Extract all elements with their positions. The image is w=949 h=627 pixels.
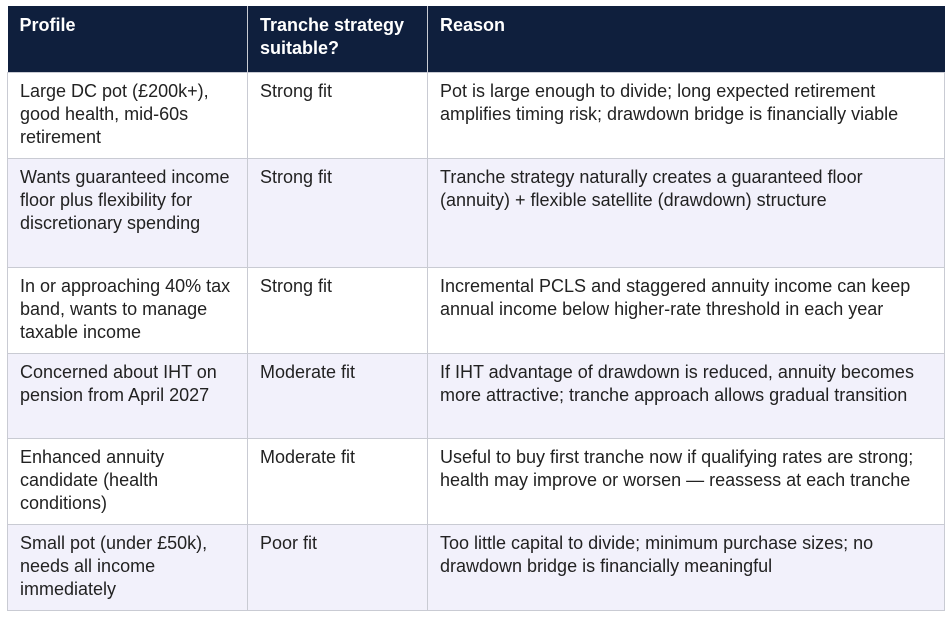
header-tranche-suitable: Tranche strategy suitable? xyxy=(247,6,428,72)
table-row: Enhanced annuity candidate (health condi… xyxy=(7,437,945,525)
header-reason: Reason xyxy=(427,6,945,72)
profile-cell: Large DC pot (£200k+), good health, mid-… xyxy=(7,71,248,159)
table-header-row: Profile Tranche strategy suitable? Reaso… xyxy=(7,6,945,72)
table-row: Small pot (under £50k), needs all income… xyxy=(7,523,945,611)
fit-cell: Moderate fit xyxy=(247,352,428,439)
tranche-suitability-table: Profile Tranche strategy suitable? Reaso… xyxy=(7,6,945,611)
suitability-table-container: Profile Tranche strategy suitable? Reaso… xyxy=(7,6,945,611)
fit-cell: Strong fit xyxy=(247,71,428,159)
header-profile: Profile xyxy=(7,6,248,72)
reason-cell: If IHT advantage of drawdown is reduced,… xyxy=(427,352,945,439)
reason-cell: Useful to buy first tranche now if quali… xyxy=(427,437,945,525)
table-row: Wants guaranteed income floor plus flexi… xyxy=(7,157,945,268)
fit-cell: Strong fit xyxy=(247,157,428,268)
table-row: In or approaching 40% tax band, wants to… xyxy=(7,266,945,354)
profile-cell: Enhanced annuity candidate (health condi… xyxy=(7,437,248,525)
profile-cell: Small pot (under £50k), needs all income… xyxy=(7,523,248,611)
reason-cell: Incremental PCLS and staggered annuity i… xyxy=(427,266,945,354)
fit-cell: Strong fit xyxy=(247,266,428,354)
reason-cell: Too little capital to divide; minimum pu… xyxy=(427,523,945,611)
profile-cell: Concerned about IHT on pension from Apri… xyxy=(7,352,248,439)
profile-cell: Wants guaranteed income floor plus flexi… xyxy=(7,157,248,268)
reason-cell: Tranche strategy naturally creates a gua… xyxy=(427,157,945,268)
reason-cell: Pot is large enough to divide; long expe… xyxy=(427,71,945,159)
table-row: Concerned about IHT on pension from Apri… xyxy=(7,352,945,439)
fit-cell: Moderate fit xyxy=(247,437,428,525)
fit-cell: Poor fit xyxy=(247,523,428,611)
table-row: Large DC pot (£200k+), good health, mid-… xyxy=(7,71,945,159)
profile-cell: In or approaching 40% tax band, wants to… xyxy=(7,266,248,354)
